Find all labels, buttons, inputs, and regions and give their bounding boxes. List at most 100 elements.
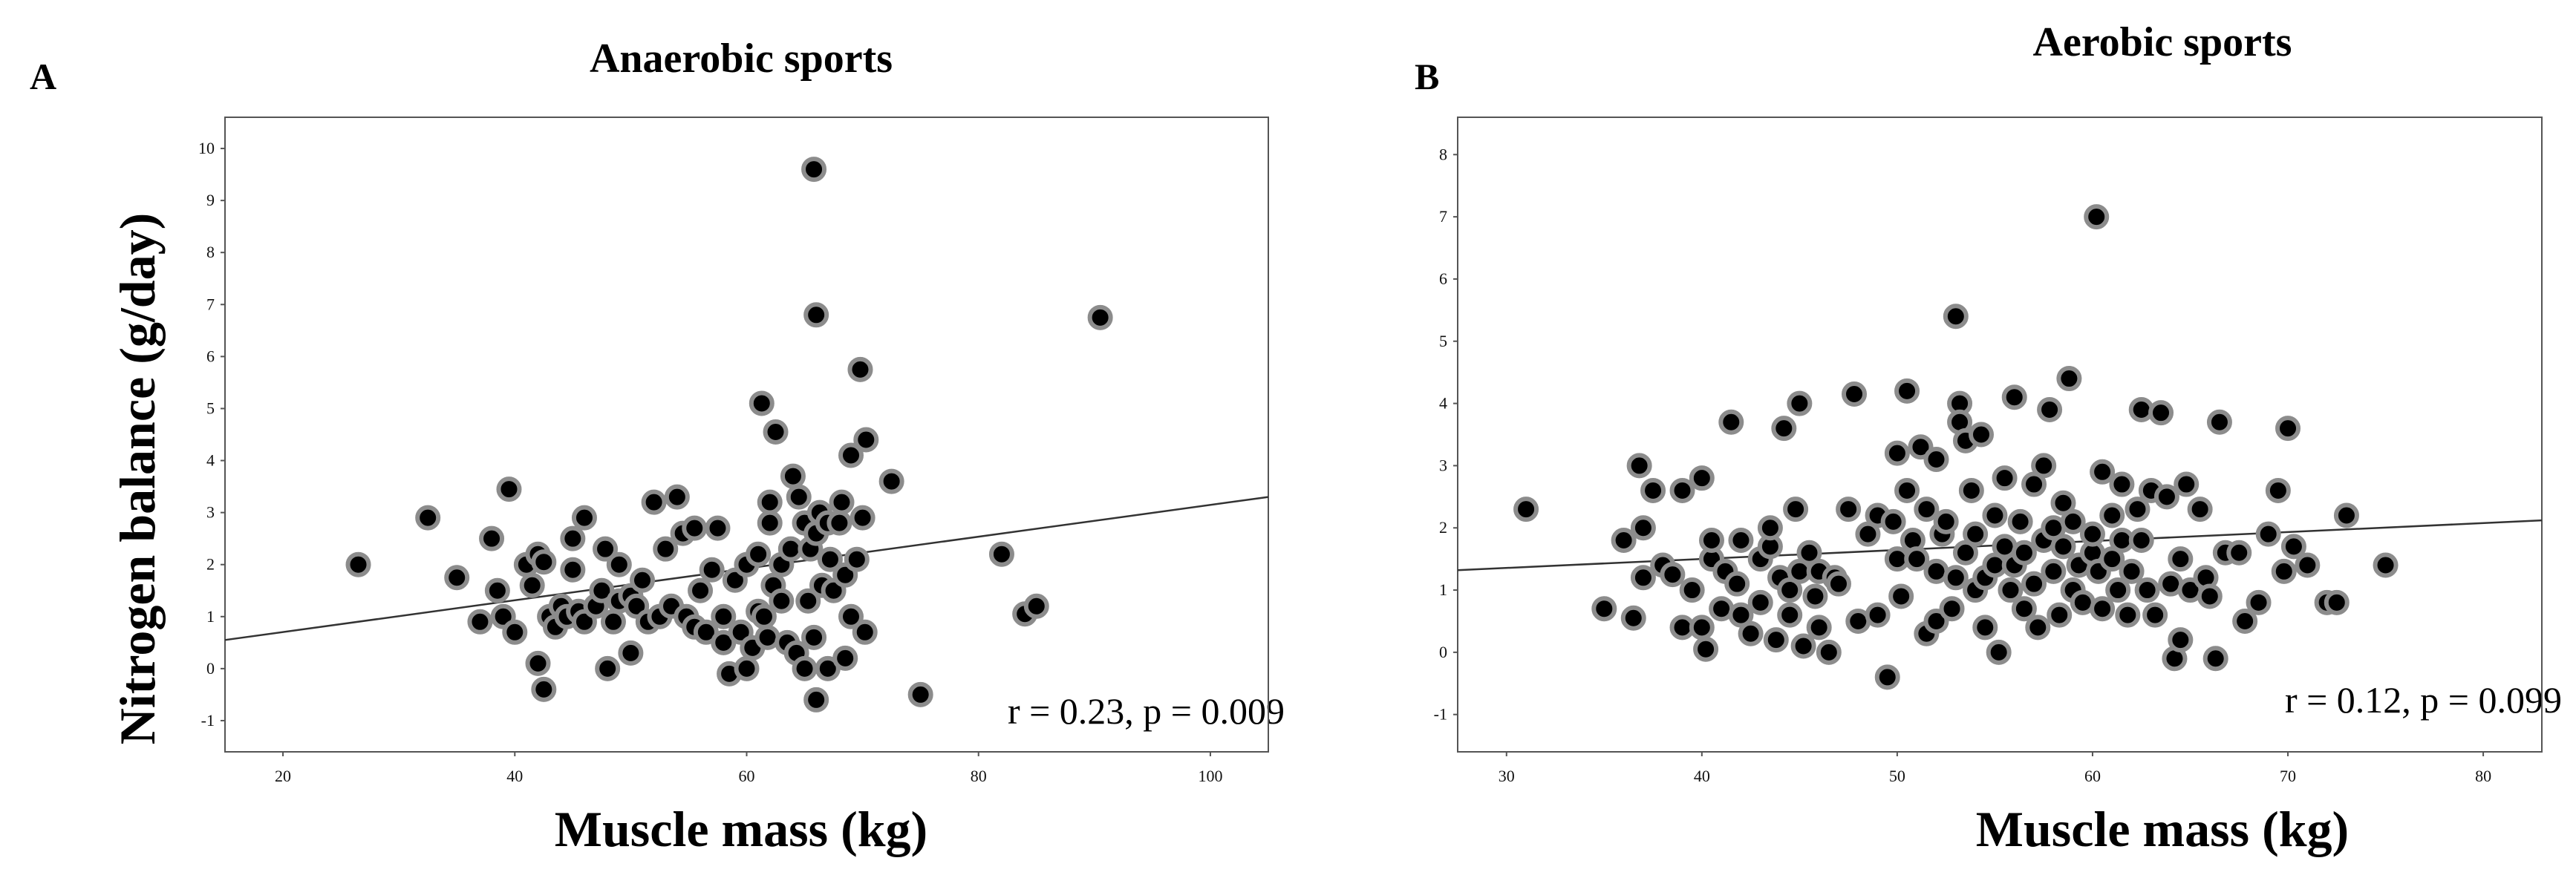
data-point-a (415, 505, 441, 531)
data-point-a (826, 510, 852, 536)
data-point-b (1880, 508, 1906, 534)
x-tick-label-a: 100 (1198, 767, 1222, 785)
data-point-a (560, 525, 586, 551)
plot-marks-b: 30 40 50 60 70 80 -1 0 1 2 3 4 5 6 7 8 (1434, 145, 2543, 785)
data-point-b (2125, 497, 2151, 522)
data-point-b (1796, 540, 1822, 566)
data-point-b (1992, 465, 2018, 491)
y-tick-label-a: 4 (206, 451, 215, 470)
y-tick-label-b: 7 (1439, 207, 1447, 226)
y-tick-label-a: 7 (206, 295, 215, 313)
data-point-b (2265, 477, 2291, 503)
data-point-b (2047, 602, 2073, 628)
x-tick-label-b: 60 (2084, 767, 2101, 785)
data-point-a (600, 609, 626, 635)
x-tick-label-a: 20 (275, 767, 291, 785)
data-point-b (1757, 515, 1783, 541)
data-point-a (664, 484, 690, 510)
data-point-a (838, 603, 864, 629)
data-point-b (1923, 608, 1949, 634)
data-point-a (571, 505, 597, 531)
data-point-b (1939, 596, 1965, 622)
data-point-a (801, 624, 827, 650)
data-point-b (1747, 589, 1773, 615)
data-point-b (1816, 639, 1842, 665)
data-point-b (2090, 459, 2116, 485)
data-point-a (850, 505, 875, 531)
y-tick-label-a: 2 (206, 555, 215, 574)
data-point-b (1952, 540, 1978, 566)
data-point-b (2168, 546, 2194, 572)
data-point-b (1790, 633, 1816, 659)
data-point-b (1738, 620, 1764, 646)
data-point-b (1963, 521, 1989, 547)
data-point-b (2115, 602, 2141, 628)
y-tick-label-b: 0 (1439, 643, 1447, 661)
data-point-b (2324, 589, 2350, 615)
data-point-b (1640, 477, 1666, 503)
data-point-b (1771, 416, 1797, 442)
plot-area-b (1457, 117, 2543, 753)
data-point-a (1087, 304, 1113, 330)
data-point-b (2109, 471, 2135, 497)
data-point-b (2232, 608, 2258, 634)
data-point-a (757, 510, 783, 536)
plot-marks-a: 20 40 60 80 100 -1 0 1 2 3 4 5 6 7 8 9 10 (198, 139, 1269, 785)
data-point-a (531, 676, 557, 702)
data-point-a (829, 489, 855, 515)
data-point-b (1728, 602, 1754, 628)
data-point-b (1669, 477, 1695, 503)
data-point-b (2206, 409, 2232, 435)
data-point-b (1888, 583, 1914, 609)
data-point-a (444, 565, 470, 591)
data-point-b (1718, 409, 1744, 435)
data-point-b (2050, 490, 2076, 516)
y-tick-label-b: 6 (1439, 269, 1447, 288)
data-point-b (2226, 540, 2252, 566)
data-point-b (1923, 447, 1949, 473)
data-point-b (2084, 204, 2110, 230)
x-tick-label-a: 80 (971, 767, 987, 785)
data-point-a (593, 536, 619, 562)
data-point-b (1986, 639, 2012, 665)
data-point-a (699, 557, 725, 583)
data-point-a (847, 356, 873, 382)
y-tick-label-b: 3 (1439, 456, 1447, 474)
data-point-a (595, 655, 621, 681)
y-tick-label-a: 1 (206, 607, 215, 626)
data-point-a (801, 157, 827, 183)
y-tick-label-a: 5 (206, 399, 215, 417)
data-point-a (653, 536, 679, 562)
data-point-b (2168, 627, 2194, 653)
y-tick-label-a: 10 (198, 139, 215, 157)
data-point-b (2153, 484, 2179, 510)
data-point-b (1825, 571, 1851, 597)
chart-title-a: Anaerobic sports (590, 36, 893, 82)
x-tick-label-a: 40 (506, 767, 523, 785)
y-tick-label-a: 6 (206, 347, 215, 365)
data-point-b (2174, 471, 2200, 497)
data-point-b (1777, 577, 1803, 603)
data-point-b (2031, 453, 2057, 479)
x-tick-label-b: 80 (2475, 767, 2491, 785)
data-point-b (1842, 381, 1868, 407)
data-point-b (1591, 596, 1617, 622)
data-point-b (2050, 534, 2076, 560)
data-point-b (1914, 497, 1940, 522)
data-point-b (1982, 502, 2008, 528)
data-point-a (467, 609, 493, 635)
data-point-a (746, 541, 772, 567)
data-point-b (2041, 558, 2067, 584)
data-point-a (817, 546, 843, 572)
x-tick-label-b: 40 (1694, 767, 1710, 785)
data-point-a (769, 588, 795, 614)
data-point-b (1620, 605, 1646, 631)
y-tick-label-a: 9 (206, 191, 215, 209)
data-point-b (1689, 465, 1715, 491)
data-point-a (749, 390, 775, 416)
data-point-b (1660, 562, 1686, 588)
data-point-a (763, 419, 789, 445)
data-point-b (1969, 422, 1995, 448)
data-point-b (1513, 497, 1539, 522)
data-point-a (803, 687, 829, 712)
